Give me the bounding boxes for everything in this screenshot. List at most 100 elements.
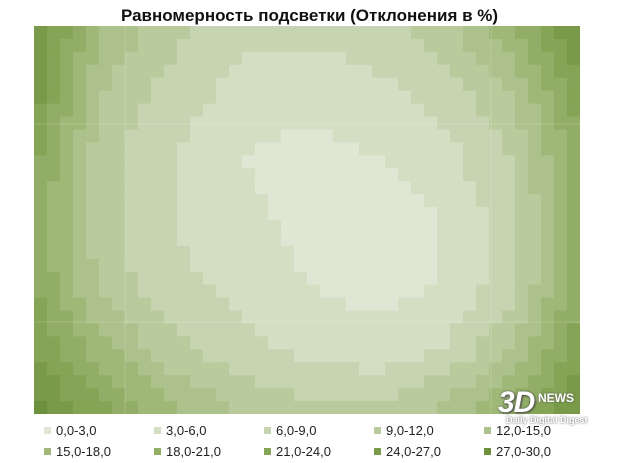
heatmap-cell: [47, 90, 61, 105]
heatmap-cell: [541, 38, 555, 53]
heatmap-cell: [320, 388, 334, 402]
heatmap-cell: [372, 310, 386, 325]
heatmap-cell: [190, 401, 204, 414]
heatmap-cell: [502, 245, 516, 260]
heatmap-cell: [476, 220, 490, 234]
heatmap-cell: [73, 77, 87, 92]
heatmap-cell: [567, 181, 580, 195]
heatmap-cell: [242, 284, 256, 299]
heatmap-cell: [125, 349, 139, 363]
heatmap-cell: [60, 77, 74, 92]
heatmap-cell: [424, 116, 438, 131]
heatmap-cell: [47, 38, 61, 53]
heatmap-cell: [177, 64, 191, 79]
heatmap-cell: [515, 375, 529, 389]
heatmap-cell: [242, 64, 256, 79]
heatmap-cell: [112, 129, 126, 143]
heatmap-cell: [164, 310, 178, 325]
heatmap-cell: [112, 349, 126, 363]
heatmap-cell: [151, 38, 165, 53]
heatmap-cell: [34, 232, 48, 247]
heatmap-cell: [242, 271, 256, 286]
heatmap-cell: [125, 90, 139, 105]
heatmap-cell: [255, 103, 269, 118]
heatmap-cell: [307, 284, 321, 299]
heatmap-cell: [86, 310, 100, 325]
heatmap-cell: [333, 284, 347, 299]
heatmap-cell: [268, 297, 282, 312]
heatmap-cell: [125, 103, 139, 118]
heatmap-cell: [125, 155, 139, 169]
heatmap-cell: [242, 336, 256, 350]
heatmap-cell: [476, 388, 490, 402]
heatmap-cell: [398, 207, 412, 221]
heatmap-cell: [307, 38, 321, 53]
heatmap-cell: [34, 64, 48, 79]
heatmap-cell: [372, 336, 386, 350]
heatmap-cell: [385, 258, 399, 273]
heatmap-cell: [190, 142, 204, 156]
heatmap-cell: [567, 51, 580, 66]
heatmap-cell: [229, 388, 243, 402]
heatmap-cell: [333, 271, 347, 286]
heatmap-cell: [177, 297, 191, 312]
heatmap-cell: [281, 349, 295, 363]
heatmap-cell: [125, 362, 139, 376]
heatmap-cell: [281, 77, 295, 92]
heatmap-cell: [528, 116, 542, 131]
heatmap-cell: [203, 26, 217, 40]
heatmap-cell: [190, 310, 204, 325]
heatmap-cell: [346, 245, 360, 260]
heatmap-cell: [541, 155, 555, 169]
heatmap-cell: [437, 26, 451, 40]
heatmap-cell: [489, 245, 503, 260]
heatmap-cell: [294, 77, 308, 92]
heatmap-cell: [515, 271, 529, 286]
heatmap-cell: [60, 116, 74, 131]
heatmap-cell: [450, 220, 464, 234]
heatmap-cell: [125, 129, 139, 143]
heatmap-cell: [463, 129, 477, 143]
legend-label: 3,0-6,0: [166, 423, 207, 438]
heatmap-cell: [294, 245, 308, 260]
heatmap-cell: [112, 103, 126, 118]
heatmap-cell: [346, 310, 360, 325]
legend-swatch: [44, 448, 51, 455]
heatmap-cell: [463, 116, 477, 131]
heatmap-cell: [411, 207, 425, 221]
heatmap-cell: [463, 155, 477, 169]
heatmap-cell: [34, 207, 48, 221]
heatmap-cell: [294, 232, 308, 247]
heatmap-cell: [346, 129, 360, 143]
heatmap-cell: [73, 245, 87, 260]
heatmap-cell: [554, 271, 568, 286]
heatmap-cell: [164, 90, 178, 105]
heatmap-cell: [398, 38, 412, 53]
heatmap-cell: [502, 129, 516, 143]
heatmap-cell: [203, 336, 217, 350]
heatmap-cell: [99, 207, 113, 221]
heatmap-cell: [294, 90, 308, 105]
heatmap-cell: [515, 26, 529, 40]
heatmap-cell: [125, 336, 139, 350]
heatmap-cell: [138, 26, 152, 40]
heatmap-cell: [411, 375, 425, 389]
heatmap-cell: [372, 26, 386, 40]
heatmap-cell: [346, 336, 360, 350]
heatmap-cell: [242, 258, 256, 273]
heatmap-cell: [216, 284, 230, 299]
heatmap-cell: [424, 401, 438, 414]
heatmap-cell: [359, 258, 373, 273]
heatmap-cell: [138, 168, 152, 182]
heatmap-cell: [229, 103, 243, 118]
heatmap-cell: [450, 375, 464, 389]
heatmap-cell: [164, 220, 178, 234]
heatmap-cell: [99, 245, 113, 260]
heatmap-cell: [242, 38, 256, 53]
heatmap-cell: [203, 51, 217, 66]
heatmap-cell: [450, 401, 464, 414]
heatmap-cell: [567, 362, 580, 376]
heatmap-cell: [60, 129, 74, 143]
heatmap-cell: [359, 181, 373, 195]
heatmap-cell: [567, 349, 580, 363]
